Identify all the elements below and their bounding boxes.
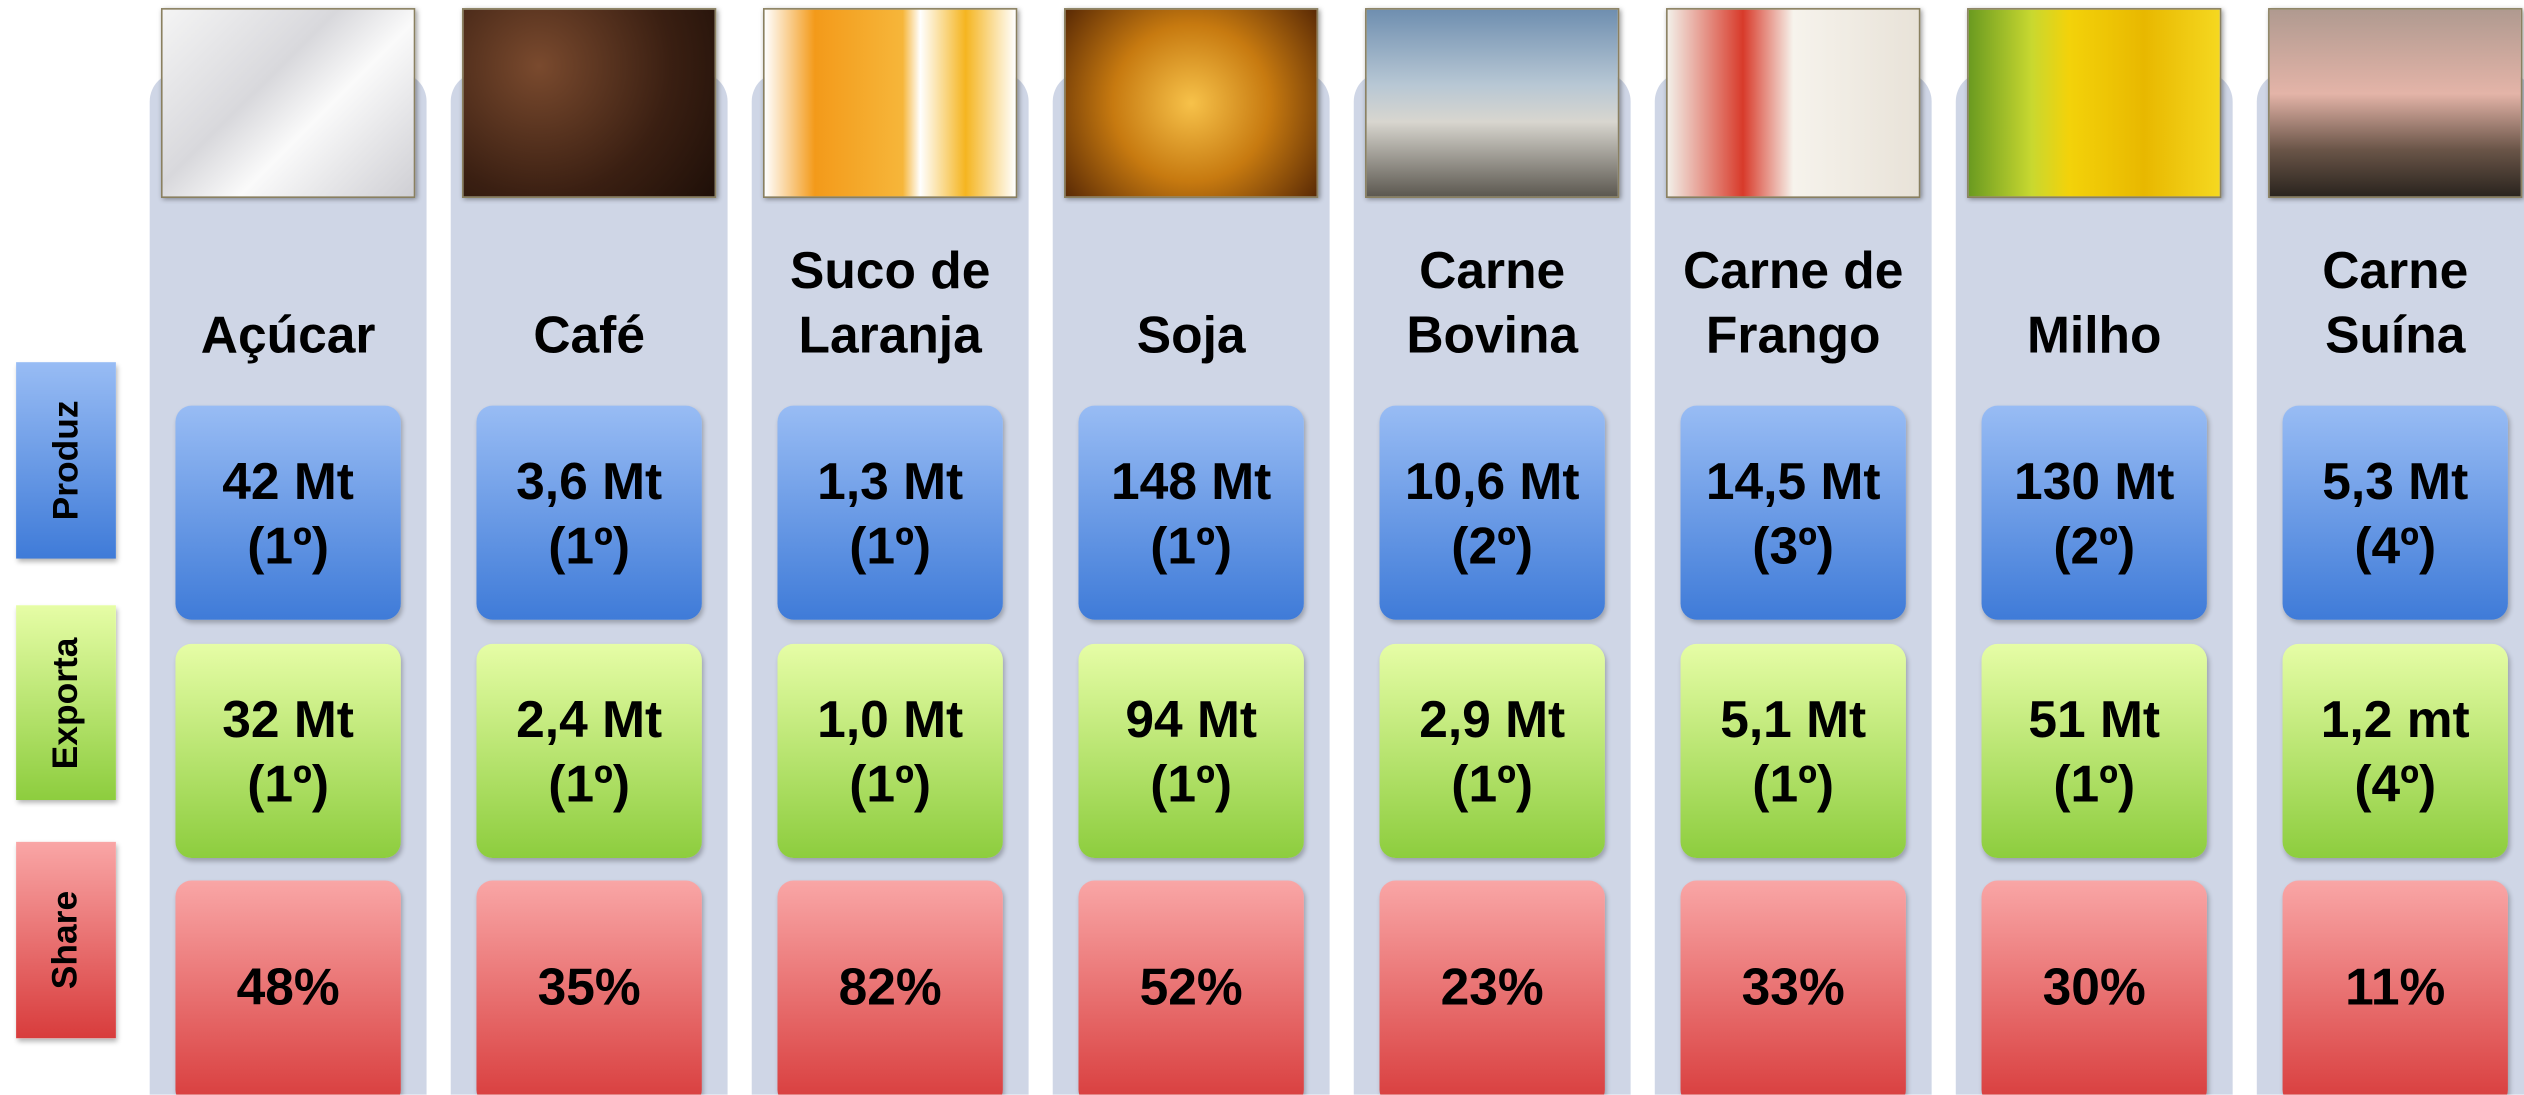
row-label-box: Exporta — [16, 605, 116, 801]
share-value: 52% — [1139, 957, 1243, 1016]
product-name-text: Carne Bovina — [1406, 241, 1579, 364]
produz-rank: (1º) — [1150, 515, 1233, 574]
share-value: 30% — [2042, 957, 2146, 1016]
produz-cell: 130 Mt (2º) — [1981, 405, 2207, 620]
exporta-rank: (1º) — [1752, 754, 1835, 813]
exporta-rank: (4º) — [2354, 754, 2437, 813]
row-label: Exporta — [45, 636, 86, 769]
exporta-cell: 94 Mt (1º) — [1078, 643, 1304, 858]
produz-cell: 10,6 Mt (2º) — [1379, 405, 1605, 620]
produz-value: 5,3 Mt — [2322, 451, 2469, 510]
exporta-rank: (1º) — [1451, 754, 1534, 813]
product-name-text: Suco de Laranja — [789, 241, 991, 364]
exporta-cell: 32 Mt (1º) — [175, 643, 401, 858]
share-cell: 23% — [1379, 880, 1605, 1095]
exporta-value: 51 Mt — [2028, 689, 2161, 748]
exporta-rank: (1º) — [247, 754, 330, 813]
produz-rank: (3º) — [1752, 515, 1835, 574]
share-value: 35% — [537, 957, 641, 1016]
share-cell: 48% — [175, 880, 401, 1095]
exporta-rank: (1º) — [548, 754, 631, 813]
produz-rank: (1º) — [247, 515, 330, 574]
produz-cell: 5,3 Mt (4º) — [2282, 405, 2508, 620]
exporta-rank: (1º) — [2053, 754, 2136, 813]
product-name: Soja — [1053, 225, 1330, 367]
share-cell: 11% — [2282, 880, 2508, 1095]
produz-value: 1,3 Mt — [817, 451, 964, 510]
product-name: Milho — [1956, 225, 2233, 367]
row-label: Share — [45, 890, 86, 990]
exporta-value: 2,9 Mt — [1419, 689, 1566, 748]
exporta-value: 1,2 mt — [2320, 689, 2470, 748]
produz-value: 14,5 Mt — [1705, 451, 1881, 510]
produz-cell: 42 Mt (1º) — [175, 405, 401, 620]
exporta-value: 94 Mt — [1125, 689, 1257, 748]
product-name-text: Soja — [1136, 305, 1246, 364]
produz-rank: (2º) — [1451, 515, 1534, 574]
share-cell: 35% — [476, 880, 702, 1095]
produz-value: 130 Mt — [2014, 451, 2175, 510]
produz-cell: 3,6 Mt (1º) — [476, 405, 702, 620]
product-name-text: Café — [533, 305, 645, 364]
produz-rank: (2º) — [2053, 515, 2136, 574]
produz-value: 10,6 Mt — [1404, 451, 1580, 510]
product-image — [762, 8, 1018, 198]
exporta-cell: 2,4 Mt (1º) — [476, 643, 702, 858]
product-name-text: Carne de Frango — [1682, 241, 1904, 364]
share-value: 33% — [1741, 957, 1845, 1016]
exporta-cell: 2,9 Mt (1º) — [1379, 643, 1605, 858]
share-value: 23% — [1440, 957, 1544, 1016]
exporta-cell: 5,1 Mt (1º) — [1680, 643, 1906, 858]
produz-value: 3,6 Mt — [516, 451, 663, 510]
row-label-box: Produz — [16, 362, 116, 559]
share-value: 48% — [236, 957, 340, 1016]
product-image — [160, 8, 416, 198]
produz-value: 148 Mt — [1111, 451, 1272, 510]
share-value: 11% — [2345, 957, 2446, 1016]
exporta-rank: (1º) — [1150, 754, 1233, 813]
share-cell: 52% — [1078, 880, 1304, 1095]
product-image — [1365, 8, 1620, 198]
exporta-value: 1,0 Mt — [817, 689, 964, 748]
product-name: Açúcar — [150, 225, 427, 367]
produz-rank: (1º) — [548, 515, 631, 574]
exporta-rank: (1º) — [849, 754, 932, 813]
product-name: Carne Bovina — [1354, 225, 1631, 367]
exporta-cell: 1,0 Mt (1º) — [777, 643, 1003, 858]
produz-cell: 148 Mt (1º) — [1078, 405, 1304, 620]
product-name: Suco de Laranja — [752, 225, 1029, 367]
product-name: Carne Suína — [2257, 225, 2524, 367]
exporta-value: 5,1 Mt — [1720, 689, 1867, 748]
produz-value: 42 Mt — [222, 451, 354, 510]
product-name: Café — [451, 225, 728, 367]
product-name: Carne de Frango — [1655, 225, 1932, 367]
share-cell: 82% — [777, 880, 1003, 1095]
share-value: 82% — [838, 957, 942, 1016]
produz-cell: 1,3 Mt (1º) — [777, 405, 1003, 620]
product-image — [1666, 8, 1921, 198]
produz-rank: (4º) — [2354, 515, 2437, 574]
product-name-text: Carne Suína — [2322, 241, 2469, 364]
share-cell: 33% — [1680, 880, 1906, 1095]
share-cell: 30% — [1981, 880, 2207, 1095]
product-image — [1967, 8, 2222, 198]
product-image — [2268, 8, 2523, 198]
product-name-text: Açúcar — [200, 305, 376, 364]
exporta-cell: 51 Mt (1º) — [1981, 643, 2207, 858]
product-image — [1064, 8, 1319, 198]
exporta-cell: 1,2 mt (4º) — [2282, 643, 2508, 858]
row-label: Produz — [45, 400, 86, 521]
exporta-value: 32 Mt — [222, 689, 354, 748]
produz-rank: (1º) — [849, 515, 932, 574]
exporta-value: 2,4 Mt — [516, 689, 663, 748]
produz-cell: 14,5 Mt (3º) — [1680, 405, 1906, 620]
product-name-text: Milho — [2026, 305, 2162, 364]
product-image — [461, 8, 717, 198]
row-label-box: Share — [16, 841, 116, 1039]
